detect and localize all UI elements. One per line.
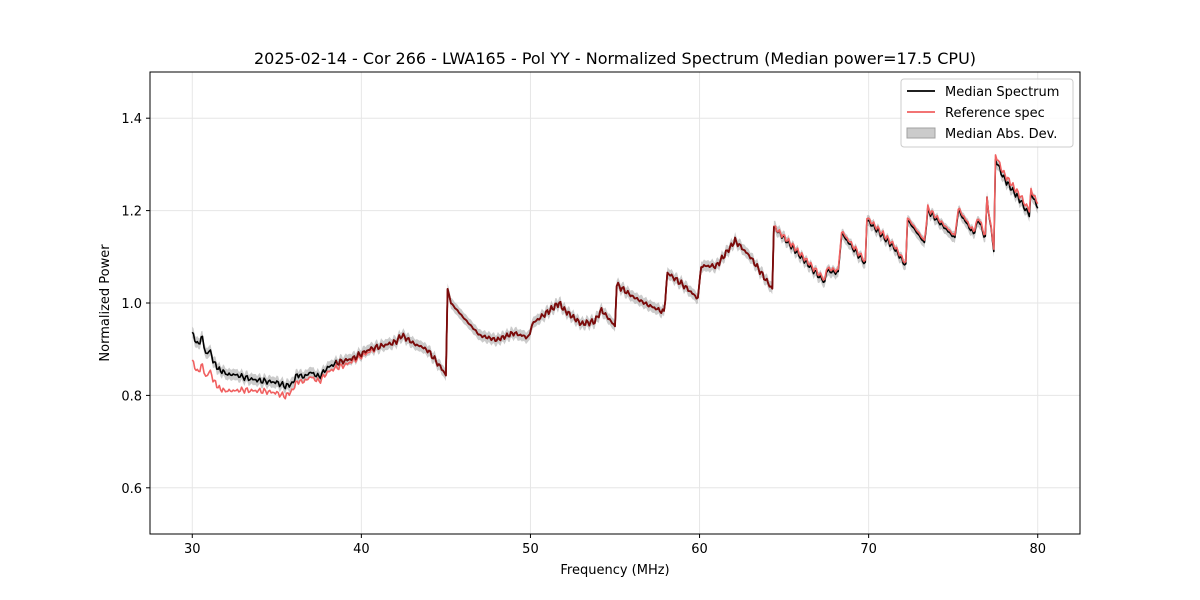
x-tick-label: 30 <box>184 542 201 557</box>
y-tick-label: 0.6 <box>121 482 142 497</box>
series-layer <box>191 154 1039 400</box>
x-axis-label: Frequency (MHz) <box>560 563 669 578</box>
legend-swatch-band <box>906 127 936 139</box>
grid-layer <box>150 72 1080 534</box>
legend-box <box>900 78 1074 148</box>
legend-entry: Reference spec <box>945 106 1045 121</box>
x-tick-label: 80 <box>1029 542 1046 557</box>
x-tick-label: 40 <box>353 542 370 557</box>
y-axis-label: Normalized Power <box>98 244 113 362</box>
y-tick-label: 1.0 <box>121 297 142 312</box>
x-tick-label: 50 <box>522 542 539 557</box>
y-tick-label: 0.8 <box>121 389 142 404</box>
overlap-line <box>335 226 775 377</box>
reference-spec-line <box>191 154 1039 400</box>
median-spectrum-line <box>191 158 1039 390</box>
x-tick-label: 70 <box>860 542 877 557</box>
legend-entry: Median Abs. Dev. <box>945 127 1057 142</box>
legend: Median Spectrum Reference spec Median Abs.… <box>900 78 1074 148</box>
tick-layer: 30 40 50 60 70 80 0.6 0.8 1.0 1.2 1.4 <box>121 112 1046 557</box>
x-tick-label: 60 <box>691 542 708 557</box>
y-tick-label: 1.2 <box>121 205 142 220</box>
y-tick-label: 1.4 <box>121 112 142 127</box>
chart-title: 2025-02-14 - Cor 266 - LWA165 - Pol YY -… <box>254 49 976 68</box>
legend-entry: Median Spectrum <box>945 85 1059 100</box>
mad-band-layer <box>192 154 1038 395</box>
mad-band <box>192 154 1038 395</box>
